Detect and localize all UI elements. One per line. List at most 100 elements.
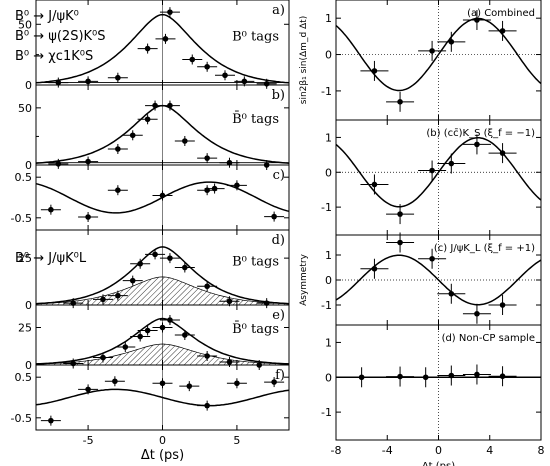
point-marker — [474, 371, 480, 378]
point-marker — [159, 192, 166, 199]
point-marker — [263, 80, 270, 87]
data-point — [122, 275, 143, 286]
y-tick-label: 0 — [325, 274, 332, 287]
point-marker — [186, 383, 193, 389]
panel-inner-label: B⁰ tags — [232, 30, 279, 45]
point-marker — [397, 373, 403, 380]
point-marker — [112, 378, 118, 385]
data-point — [226, 180, 247, 191]
point-marker — [55, 161, 62, 167]
panel-title: (c) J/ψK_L (ξ_f = +1) — [434, 243, 535, 254]
data-point — [107, 72, 128, 83]
data-point — [63, 358, 84, 369]
y-tick-label: 0 — [25, 159, 32, 172]
point-marker — [422, 374, 429, 381]
data-point — [92, 352, 113, 363]
data-point — [437, 283, 466, 304]
data-point — [40, 204, 61, 215]
panel-right-c: -1 0 1 (c) J/ψK_L (ξ_f = +1) Asymmetry — [299, 232, 542, 326]
data-point — [418, 160, 447, 181]
data-point — [137, 114, 158, 125]
point-marker — [397, 99, 403, 105]
point-marker — [144, 116, 151, 123]
panel-title: (d) Non-CP sample — [442, 333, 535, 344]
panel-corner-label: e) — [272, 308, 285, 323]
point-marker — [499, 150, 506, 156]
point-marker — [499, 373, 506, 380]
point-marker — [85, 158, 91, 165]
x-axis-label: Δt (ps) — [141, 448, 184, 463]
data-point — [78, 384, 99, 395]
point-marker — [100, 354, 106, 361]
data-point — [78, 212, 99, 222]
data-point — [411, 367, 440, 388]
point-marker — [204, 353, 210, 359]
y-tick-label: -0.5 — [11, 212, 32, 225]
panel-inner-label: B̄⁰ tags — [232, 111, 279, 127]
data-point — [107, 144, 128, 154]
y-tick-label: 0 — [25, 359, 32, 372]
point-marker — [474, 17, 480, 23]
curve-fit — [335, 17, 542, 92]
data-point — [179, 381, 200, 392]
data-point — [152, 378, 173, 389]
point-marker — [137, 333, 143, 340]
data-point — [159, 315, 180, 325]
point-marker — [271, 213, 277, 220]
y-tick-label: 0 — [25, 299, 32, 312]
data-point — [78, 76, 99, 87]
data-point — [197, 351, 218, 361]
data-point — [360, 174, 389, 195]
y-tick-label: 0.5 — [15, 171, 33, 184]
panel-corner-label: d) — [272, 233, 285, 248]
curve-fit — [335, 254, 542, 306]
x-tick-label: 0 — [159, 434, 166, 447]
data-point — [347, 367, 376, 388]
point-marker — [182, 138, 188, 144]
data-point — [204, 183, 225, 194]
data-point — [115, 342, 136, 352]
point-marker — [144, 45, 151, 52]
point-marker — [448, 290, 455, 297]
data-point — [462, 10, 491, 30]
data-point — [137, 43, 158, 54]
y-tick-label: 1 — [325, 131, 332, 144]
panel-left-a: 0 50 a) B⁰ tags — [18, 0, 290, 92]
data-point — [197, 61, 218, 72]
point-marker — [182, 332, 188, 338]
data-point — [462, 134, 491, 155]
point-marker — [429, 48, 435, 54]
data-point — [488, 143, 517, 164]
data-point — [152, 190, 173, 201]
point-marker — [48, 417, 54, 424]
y-axis-label: Asymmetry — [299, 253, 309, 305]
point-marker — [358, 374, 365, 381]
panel-corner-label: f) — [275, 368, 285, 383]
y-tick-label: 25 — [18, 322, 32, 335]
data-point — [215, 70, 236, 81]
point-marker — [85, 78, 91, 85]
point-marker — [226, 298, 233, 305]
panel-right-b: -1 0 1 (b) (cc̄)K_S (ξ_f = −1) — [321, 119, 542, 236]
curve-fit — [35, 246, 290, 305]
point-marker — [162, 36, 169, 42]
data-point — [418, 40, 447, 61]
data-point — [437, 31, 466, 52]
x-tick-label: 5 — [233, 434, 240, 447]
data-point — [256, 298, 277, 309]
point-marker — [144, 327, 151, 334]
data-point — [386, 204, 415, 225]
data-point — [40, 415, 61, 426]
point-marker — [115, 146, 121, 152]
point-marker — [204, 402, 210, 409]
point-marker — [48, 206, 54, 213]
point-marker — [429, 167, 435, 174]
data-point — [264, 211, 285, 222]
point-marker — [448, 372, 455, 379]
data-point — [48, 77, 69, 88]
point-marker — [371, 265, 378, 272]
point-marker — [474, 310, 480, 317]
data-point — [155, 33, 176, 44]
point-marker — [167, 102, 173, 109]
data-point — [197, 281, 218, 292]
